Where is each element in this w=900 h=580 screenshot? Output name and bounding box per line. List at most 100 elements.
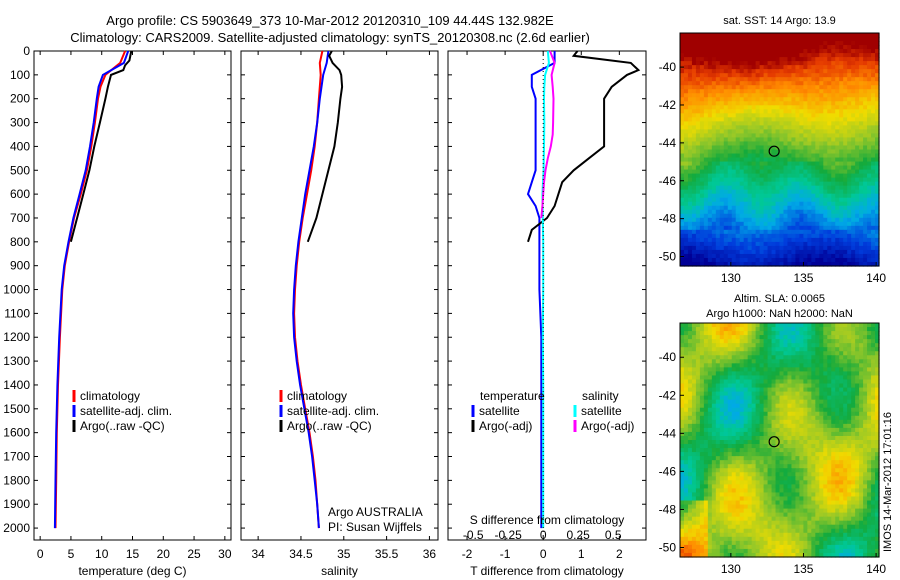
salinity-diff-tick-label: 0.5 (605, 528, 622, 542)
x-tick-label: 20 (157, 547, 171, 561)
x-tick-label: 5 (68, 547, 75, 561)
legend-entry: Argo(..raw -QC) (80, 419, 165, 433)
map-y-tick-label: -48 (659, 502, 677, 516)
pi-label: PI: Susan Wijffels (328, 520, 422, 534)
map-y-tick-label: -50 (659, 250, 677, 264)
map-y-tick-label: -44 (659, 426, 677, 440)
salinity-diff-axis-label: S difference from climatology (470, 513, 625, 527)
series-line-t-argo-adj- (527, 50, 641, 243)
x-tick-label: 15 (126, 547, 140, 561)
x-tick-label: 10 (95, 547, 109, 561)
y-tick-label: 0 (23, 44, 30, 58)
difference-panel: -2 -1 0 1 2 T difference from climatology temp… (447, 50, 647, 578)
series-line-satellite-adj-clim- (292, 50, 330, 529)
x-tick-label: 1 (578, 547, 585, 561)
y-tick-label: 800 (10, 235, 30, 249)
x-axis-label: temperature (deg C) (78, 564, 186, 578)
legend-entry: satellite-adj. clim. (80, 404, 172, 418)
x-tick-label: 30 (218, 547, 232, 561)
legend-entry: satellite-adj. clim. (287, 404, 379, 418)
y-tick-label: 100 (10, 68, 30, 82)
map-y-tick-label: -42 (659, 388, 677, 402)
difference-axes-frame (447, 50, 647, 541)
legend-entry: climatology (287, 389, 347, 403)
argo-float-marker (768, 145, 780, 157)
y-tick-label: 1800 (3, 473, 30, 487)
map-y-tick-label: -50 (659, 540, 677, 554)
argo-float-marker (768, 436, 780, 448)
y-tick-label: 1700 (3, 450, 30, 464)
sla-map: -40 -42 -44 -46 -48 -50 130 135 140 Altim. SLA: 0… (659, 293, 887, 576)
map-subtitle: Argo h1000: NaN h2000: NaN (706, 308, 853, 320)
x-axis-label: salinity (321, 564, 358, 578)
y-tick-label: 300 (10, 116, 30, 130)
temperature-panel: 0100200300400500600700800900100011001200… (3, 44, 232, 578)
x-tick-label: 25 (187, 547, 201, 561)
y-tick-label: 500 (10, 163, 30, 177)
series-line-argo-raw-qc- (306, 50, 344, 243)
map-x-tick-label: 140 (866, 562, 886, 576)
sst-map-frame (679, 32, 880, 267)
y-tick-label: 700 (10, 211, 30, 225)
salinity-diff-tick-label: 0.25 (567, 528, 591, 542)
salinity-diff-tick-label: -0.5 (463, 528, 484, 542)
x-tick-label: 35 (337, 547, 351, 561)
y-tick-label: 1400 (3, 378, 30, 392)
map-y-tick-label: -42 (659, 98, 677, 112)
x-tick-label: 0 (37, 547, 44, 561)
legend-group-header: salinity (582, 389, 619, 403)
legend-entry: satellite (581, 404, 622, 418)
y-tick-label: 1100 (4, 306, 30, 320)
legend-entry: Argo(-adj) (581, 419, 634, 433)
sst-map-grid-cells (680, 33, 880, 267)
figure-title: Argo profile: CS 5903649_373 10-Mar-2012… (106, 13, 554, 28)
y-tick-label: 200 (10, 92, 30, 106)
y-tick-label: 1600 (3, 426, 30, 440)
x-axis-label: T difference from climatology (470, 564, 624, 578)
map-title: sat. SST: 14 Argo: 13.9 (723, 15, 836, 27)
map-y-tick-label: -46 (659, 464, 677, 478)
map-y-tick-label: -40 (659, 60, 677, 74)
x-tick-label: 36 (423, 547, 437, 561)
x-tick-label: 34 (251, 547, 265, 561)
salinity-diff-tick-label: -0.25 (495, 528, 523, 542)
map-y-tick-label: -44 (659, 136, 677, 150)
map-x-tick-label: 130 (721, 271, 741, 285)
sla-map-grid-cells (680, 323, 880, 558)
salinity-diff-tick-label: 0 (540, 528, 547, 542)
y-tick-label: 900 (10, 259, 30, 273)
series-line-argo-raw-qc- (69, 50, 133, 243)
map-x-tick-label: 140 (866, 271, 886, 285)
y-tick-label: 1500 (3, 402, 30, 416)
x-tick-label: 34.5 (289, 547, 313, 561)
y-tick-label: 2000 (3, 521, 30, 535)
y-tick-label: 1200 (3, 330, 30, 344)
map-y-tick-label: -46 (659, 174, 677, 188)
figure-subtitle: Climatology: CARS2009. Satellite-adjuste… (70, 30, 590, 45)
imos-timestamp-watermark: IMOS 14-Mar-2012 17:01:16 (882, 412, 894, 552)
legend-entry: Argo(..raw -QC) (287, 419, 372, 433)
y-tick-label: 1900 (3, 497, 30, 511)
y-tick-label: 1300 (3, 354, 30, 368)
legend-group-header: temperature (480, 389, 545, 403)
map-x-tick-label: 130 (721, 562, 741, 576)
y-tick-label: 600 (10, 187, 30, 201)
legend-entry: Argo(-adj) (479, 419, 532, 433)
map-x-tick-label: 135 (793, 271, 813, 285)
legend-entry: climatology (80, 389, 140, 403)
x-tick-label: 2 (616, 547, 623, 561)
salinity-panel: 34 34.5 35 35.5 36 salinity climatologysatelli… (240, 50, 439, 578)
map-title: Altim. SLA: 0.0065 (734, 293, 825, 305)
salinity-axes-frame (240, 50, 439, 541)
y-tick-label: 1000 (3, 283, 30, 297)
temperature-axes-frame (33, 50, 232, 541)
sst-map: -40 -42 -44 -46 -48 -50 130 135 140 sat. SST: 14 … (659, 15, 887, 285)
series-line-satellite-adj-clim- (53, 50, 130, 529)
y-tick-label: 400 (10, 139, 30, 153)
x-tick-label: -1 (500, 547, 511, 561)
series-line-s-argo-adj- (540, 50, 556, 219)
x-tick-label: 35.5 (375, 547, 399, 561)
series-line-t-satellite (526, 51, 556, 529)
map-x-tick-label: 135 (793, 562, 813, 576)
